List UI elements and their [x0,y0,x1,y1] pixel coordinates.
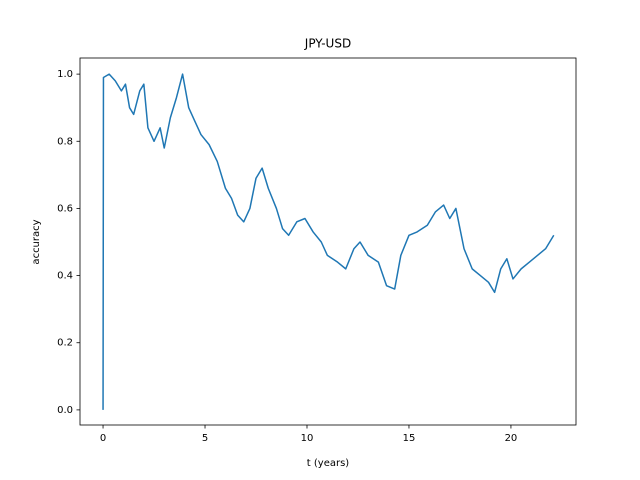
y-tick-label: 0.4 [57,271,73,282]
x-tick-label: 20 [505,433,518,444]
y-tick-label: 0.0 [57,405,73,416]
y-tick-label: 0.6 [57,203,73,214]
x-axis-label: t (years) [307,458,350,469]
data-line [102,73,555,410]
x-tick-label: 5 [202,433,208,444]
y-tick-label: 1.0 [57,69,73,80]
chart-title: JPY-USD [304,37,351,51]
x-tick-label: 0 [100,433,106,444]
y-axis-label: accuracy [31,219,42,264]
x-tick-label: 15 [403,433,416,444]
y-tick-label: 0.2 [57,338,73,349]
x-tick-label: 10 [301,433,314,444]
plot-frame [79,57,577,426]
y-tick-label: 0.8 [57,136,73,147]
